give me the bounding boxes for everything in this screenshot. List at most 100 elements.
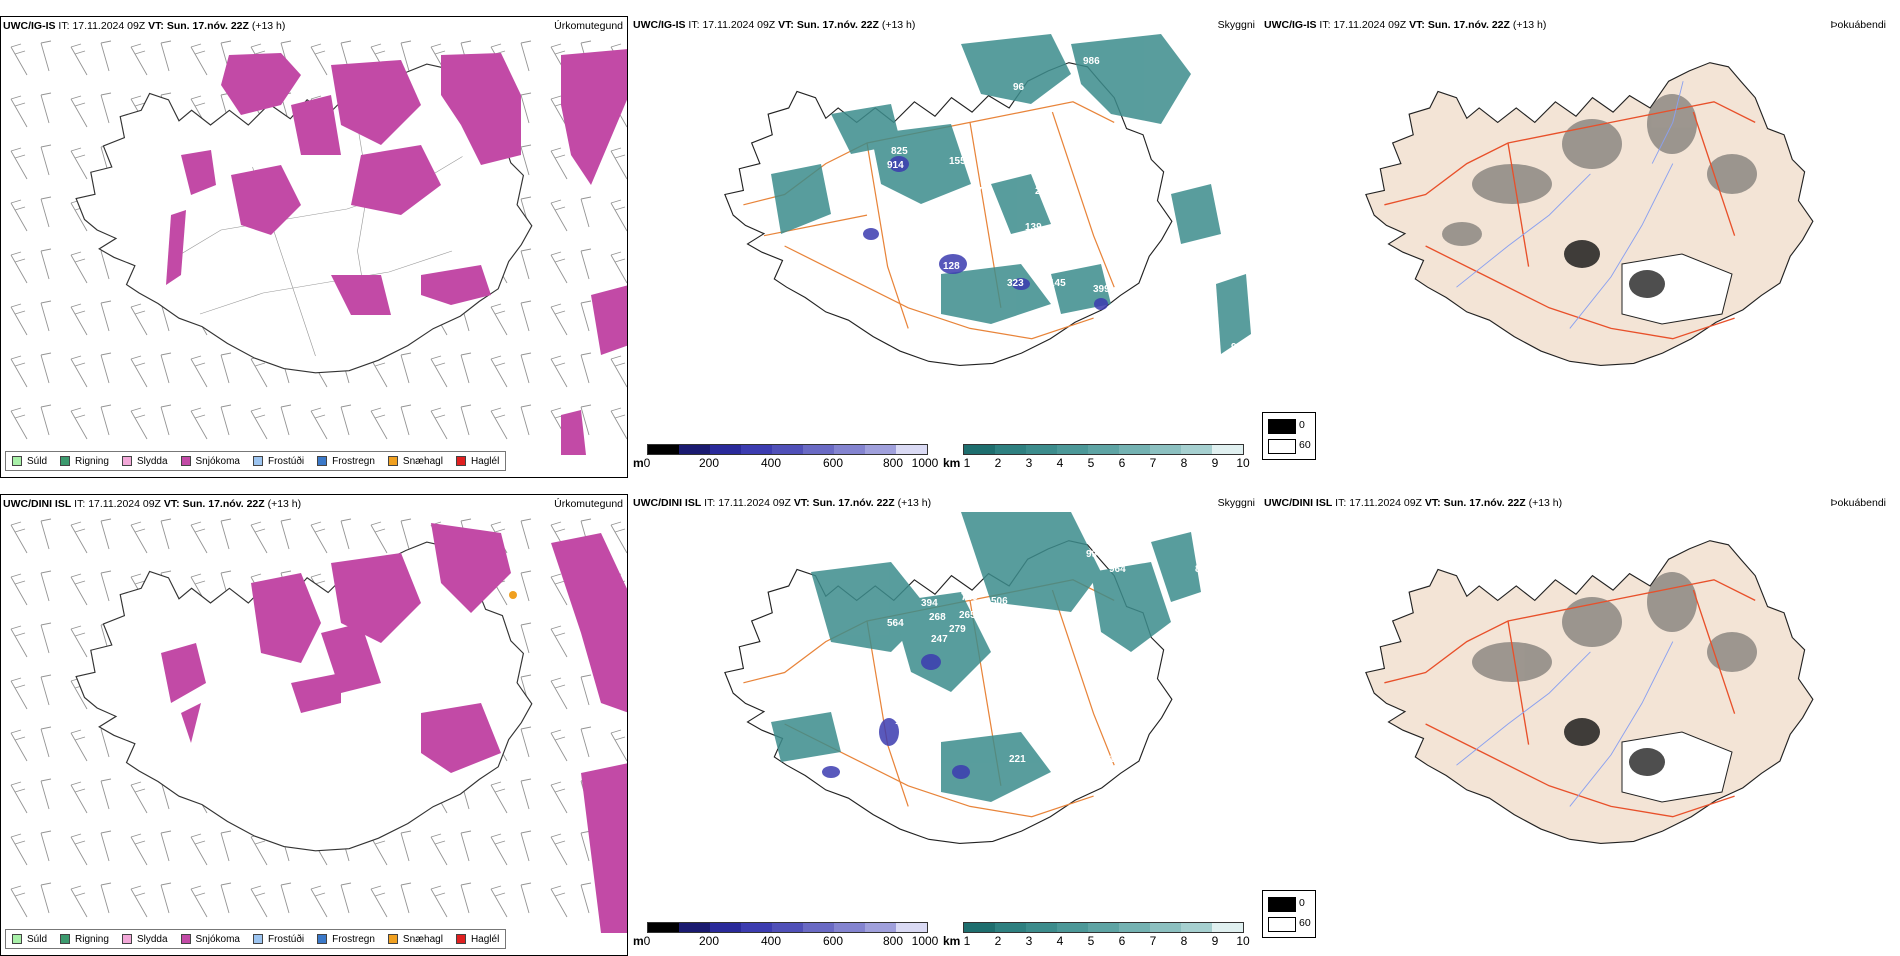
cloud-base-labels: 986 959 96 825 914 155 472 477 320 363 2… [887, 46, 1259, 353]
svg-text:399: 399 [1093, 284, 1110, 295]
fog-index-panel-ig: UWC/IG-IS IT: 17.11.2024 09Z VT: Sun. 17… [1262, 16, 1890, 478]
low-cloud-areas [863, 156, 1108, 310]
svg-text:268: 268 [929, 612, 946, 623]
svg-text:139: 139 [1025, 222, 1042, 233]
legend-item-freezing-drizzle: Frostúði [252, 456, 304, 467]
cloud-visibility-map: 98 990 964 861 564 394 749 506 268 265 8… [724, 512, 1212, 845]
cloud-base-labels: 98 990 964 861 564 394 749 506 268 265 8… [871, 516, 1212, 765]
fog-scale: 0 60 [1262, 412, 1316, 460]
svg-text:844: 844 [987, 610, 1004, 621]
legend-item-snow: Snjókoma [180, 456, 240, 467]
fog-index-map [1365, 62, 1814, 367]
legend-item-drizzle: Súld [12, 456, 47, 467]
legend-item-freezing-rain: Frostregn [317, 456, 375, 467]
fog-scale-low-swatch [1268, 439, 1296, 454]
svg-text:964: 964 [1109, 564, 1126, 575]
svg-text:183: 183 [967, 206, 984, 217]
cloud-base-colorbar [647, 444, 928, 455]
svg-text:506: 506 [991, 596, 1008, 607]
svg-text:50: 50 [1173, 660, 1185, 671]
legend-item-hail: Haglél [455, 456, 499, 467]
svg-text:304: 304 [911, 206, 928, 217]
vt-label: VT: [148, 20, 164, 32]
svg-text:290: 290 [991, 654, 1008, 665]
cloud-visibility-map: 986 959 96 825 914 155 472 477 320 363 2… [724, 34, 1259, 367]
lead-time: (+13 h) [251, 20, 286, 32]
vt-value: Sun. 17.nóv. 22Z [166, 20, 249, 32]
cloud-base-scale: m 0 200 400 600 800 1000 [633, 444, 938, 472]
cloud-visibility-panel-ig: UWC/IG-IS IT: 17.11.2024 09Z VT: Sun. 17… [631, 16, 1259, 478]
panel-type-title: Þokuábendi [1830, 19, 1886, 31]
cloud-visibility-panel-dini: UWC/DINI ISL IT: 17.11.2024 09Z VT: Sun.… [631, 494, 1259, 956]
svg-text:477: 477 [971, 186, 988, 197]
svg-text:221: 221 [1009, 754, 1026, 765]
svg-text:986: 986 [1083, 56, 1100, 67]
it-label: IT: [58, 20, 70, 32]
svg-text:324: 324 [1169, 624, 1186, 635]
legend-item-rain: Rigning [60, 456, 109, 467]
svg-text:213: 213 [1079, 604, 1096, 615]
precip-type-map [1, 513, 627, 933]
precip-type-panel-dini: UWC/DINI ISL IT: 17.11.2024 09Z VT: Sun.… [0, 494, 628, 956]
svg-text:121: 121 [895, 716, 912, 727]
snowfall-areas [161, 523, 627, 933]
panel-type-title: Úrkomutegund [554, 20, 623, 32]
visibility-colorbar [963, 444, 1244, 455]
svg-text:145: 145 [1049, 278, 1066, 289]
svg-text:990: 990 [1086, 549, 1103, 560]
svg-text:265: 265 [959, 610, 976, 621]
precip-type-legend: Súld Rigning Slydda Snjókoma Frostúði Fr… [5, 929, 507, 949]
svg-text:929: 929 [1231, 342, 1248, 353]
visibility-scale: km 1 2 3 4 5 6 7 8 9 10 [943, 922, 1255, 950]
legend-item-freezing-drizzle: Frostúði [252, 934, 304, 945]
panel-header: UWC/DINI ISL IT: 17.11.2024 09Z VT: Sun.… [1264, 497, 1563, 509]
fog-index-panel-dini: UWC/DINI ISL IT: 17.11.2024 09Z VT: Sun.… [1262, 494, 1890, 956]
svg-text:98: 98 [1091, 516, 1103, 527]
legend-item-drizzle: Súld [12, 934, 47, 945]
visibility-colorbar [963, 922, 1244, 933]
svg-text:128: 128 [943, 261, 960, 272]
svg-text:394: 394 [921, 598, 938, 609]
legend-item-sleet: Slydda [121, 456, 168, 467]
panel-type-title: Skyggni [1217, 497, 1255, 509]
svg-text:136: 136 [889, 262, 906, 273]
panel-header: UWC/IG-IS IT: 17.11.2024 09Z VT: Sun. 17… [3, 20, 285, 32]
precip-type-legend: Súld Rigning Slydda Snjókoma Frostúði Fr… [5, 451, 507, 471]
svg-text:96: 96 [1013, 82, 1025, 93]
precip-type-panel-ig: UWC/IG-IS IT: 17.11.2024 09Z VT: Sun. 17… [0, 16, 628, 478]
svg-text:564: 564 [887, 618, 904, 629]
fog-index-map [1365, 540, 1814, 845]
svg-text:323: 323 [1007, 278, 1024, 289]
legend-item-snow-pellets: Snæhagl [387, 456, 443, 467]
svg-text:959: 959 [1243, 46, 1259, 57]
it-value: 17.11.2024 09Z [72, 20, 146, 32]
low-cloud-areas [822, 654, 970, 779]
panel-type-title: Úrkomutegund [554, 498, 623, 510]
svg-text:914: 914 [887, 160, 904, 171]
svg-text:155: 155 [949, 156, 966, 167]
legend-item-snow: Snjókoma [180, 934, 240, 945]
model-name: UWC/IG-IS [3, 20, 56, 32]
snowfall-areas [166, 49, 627, 455]
legend-item-rain: Rigning [60, 934, 109, 945]
panel-type-title: Þokuábendi [1830, 497, 1886, 509]
svg-text:861: 861 [1195, 564, 1212, 575]
fog-scale: 0 60 [1262, 890, 1316, 938]
legend-item-hail: Haglél [455, 934, 499, 945]
low-visibility-areas [771, 34, 1251, 354]
svg-text:273: 273 [1035, 186, 1052, 197]
panel-header: UWC/DINI ISL IT: 17.11.2024 09Z VT: Sun.… [3, 498, 302, 510]
precip-type-map [1, 35, 627, 455]
svg-text:118: 118 [871, 752, 888, 763]
legend-item-snow-pellets: Snæhagl [387, 934, 443, 945]
panel-header: UWC/DINI ISL IT: 17.11.2024 09Z VT: Sun.… [633, 497, 932, 509]
panel-header: UWC/IG-IS IT: 17.11.2024 09Z VT: Sun. 17… [633, 19, 916, 31]
svg-text:320: 320 [1109, 124, 1126, 135]
svg-text:132: 132 [1109, 754, 1126, 765]
low-visibility-areas [771, 512, 1201, 802]
fog-index-areas [1472, 572, 1757, 682]
fog-scale-high-swatch [1268, 419, 1296, 434]
panel-header: UWC/IG-IS IT: 17.11.2024 09Z VT: Sun. 17… [1264, 19, 1547, 31]
svg-text:363: 363 [1115, 164, 1132, 175]
panel-type-title: Skyggni [1217, 19, 1255, 31]
